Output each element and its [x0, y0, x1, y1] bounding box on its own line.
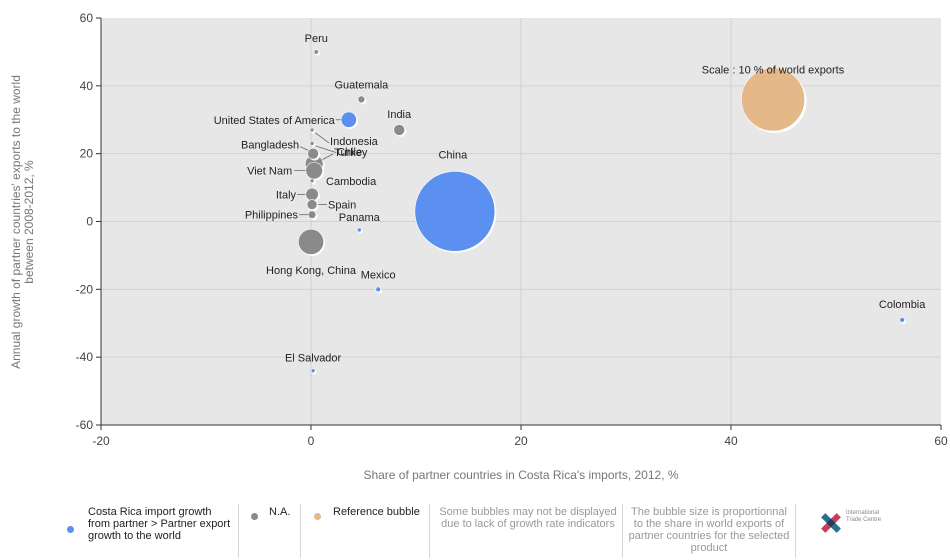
bubble	[309, 127, 315, 133]
bubble-label: Colombia	[879, 299, 926, 311]
y-tick-label: -60	[76, 418, 94, 432]
bubble	[357, 95, 366, 104]
y-tick-label: -20	[76, 282, 94, 296]
growth-legend-label: Costa Rica import growth from partner > …	[88, 506, 231, 542]
x-tick-label: 40	[724, 434, 738, 448]
legend-divider	[795, 504, 796, 558]
legend: Costa Rica import growth from partner > …	[0, 500, 950, 560]
bubble	[309, 178, 315, 184]
x-axis-title: Share of partner countries in Costa Rica…	[363, 468, 678, 482]
bubble-label: Chile	[337, 146, 362, 158]
y-tick-label: 60	[80, 11, 94, 25]
y-tick-label: -40	[76, 350, 94, 364]
na-legend-dot	[251, 513, 258, 520]
bubble-label: Indonesia	[330, 136, 379, 148]
leader-line	[313, 145, 337, 153]
bubble	[313, 49, 319, 55]
bubble	[340, 111, 357, 128]
bubble-label: El Salvador	[285, 353, 342, 365]
bubbles	[298, 49, 907, 375]
x-tick-label: 20	[514, 434, 528, 448]
y-axis-title: Annual growth of partner countries' expo…	[9, 75, 36, 369]
gridlines	[101, 18, 941, 425]
bubble	[899, 317, 905, 323]
reference-legend-label: Reference bubble	[333, 506, 420, 518]
missing-bubbles-note: Some bubbles may not be displayed due to…	[439, 506, 617, 530]
bubble-label: Guatemala	[334, 79, 389, 91]
bubble-label: Peru	[305, 33, 328, 45]
bubble-label: Philippines	[245, 210, 299, 222]
y-axis-title-line-1: Annual growth of partner countries' expo…	[9, 75, 23, 369]
bubble-label: China	[438, 149, 468, 161]
legend-divider	[300, 504, 301, 558]
y-axis-title-line-2: between 2008-2012, %	[22, 160, 36, 284]
bubble	[414, 171, 496, 252]
legend-divider	[429, 504, 430, 558]
x-tick-label: 60	[934, 434, 948, 448]
bubble	[305, 161, 323, 180]
bubble	[310, 368, 316, 374]
bubble-label: India	[387, 109, 412, 121]
reference-bubble-label: Scale : 10 % of world exports	[702, 64, 845, 76]
bubble	[309, 141, 315, 146]
bubble-label: Panama	[339, 212, 381, 224]
bubble-label: Turkey	[334, 147, 368, 159]
y-tick-label: 0	[86, 215, 93, 229]
itc-logo-icon	[821, 513, 841, 533]
bubble	[393, 124, 405, 136]
bubble	[305, 187, 319, 201]
legend-divider	[238, 504, 239, 558]
reference-legend-dot	[314, 513, 321, 520]
bubble	[307, 210, 317, 219]
legend-divider	[622, 504, 623, 558]
bubble-label: United States of America	[214, 115, 336, 127]
bubble-label: Cambodia	[326, 176, 377, 188]
leader-line	[313, 131, 330, 144]
na-legend-label: N.A.	[269, 506, 291, 518]
bubble	[306, 199, 318, 210]
y-tick-label: 40	[80, 79, 94, 93]
bubble-chart: 60 40 20 0 -20 -40 -60 -20 0 20 40 60 Peru Guatemala…	[9, 11, 948, 482]
bubble-label: Italy	[276, 189, 297, 201]
y-tick-label: 20	[80, 147, 94, 161]
bubble-size-note: The bubble size is proportionnal to the …	[628, 506, 790, 554]
x-tick-label: -20	[92, 434, 110, 448]
bubble-label: Mexico	[361, 269, 396, 281]
bubble	[356, 227, 362, 233]
bubble	[375, 286, 381, 293]
bubble-label: Viet Nam	[247, 166, 292, 178]
bubble-labels: Peru Guatemala India United States of Ameri…	[214, 33, 927, 365]
tick-labels: 60 40 20 0 -20 -40 -60 -20 0 20 40 60	[76, 11, 948, 448]
reference-bubble	[741, 67, 805, 132]
x-tick-label: 0	[308, 434, 315, 448]
bubble-label: Bangladesh	[241, 140, 299, 152]
bubble	[307, 147, 319, 160]
bubble	[298, 228, 324, 255]
bubble-label: Hong Kong, China	[266, 265, 357, 277]
growth-legend-dot	[67, 526, 74, 533]
itc-logo-text: International Trade Centre	[846, 510, 882, 523]
bubble-label: Spain	[328, 200, 356, 212]
